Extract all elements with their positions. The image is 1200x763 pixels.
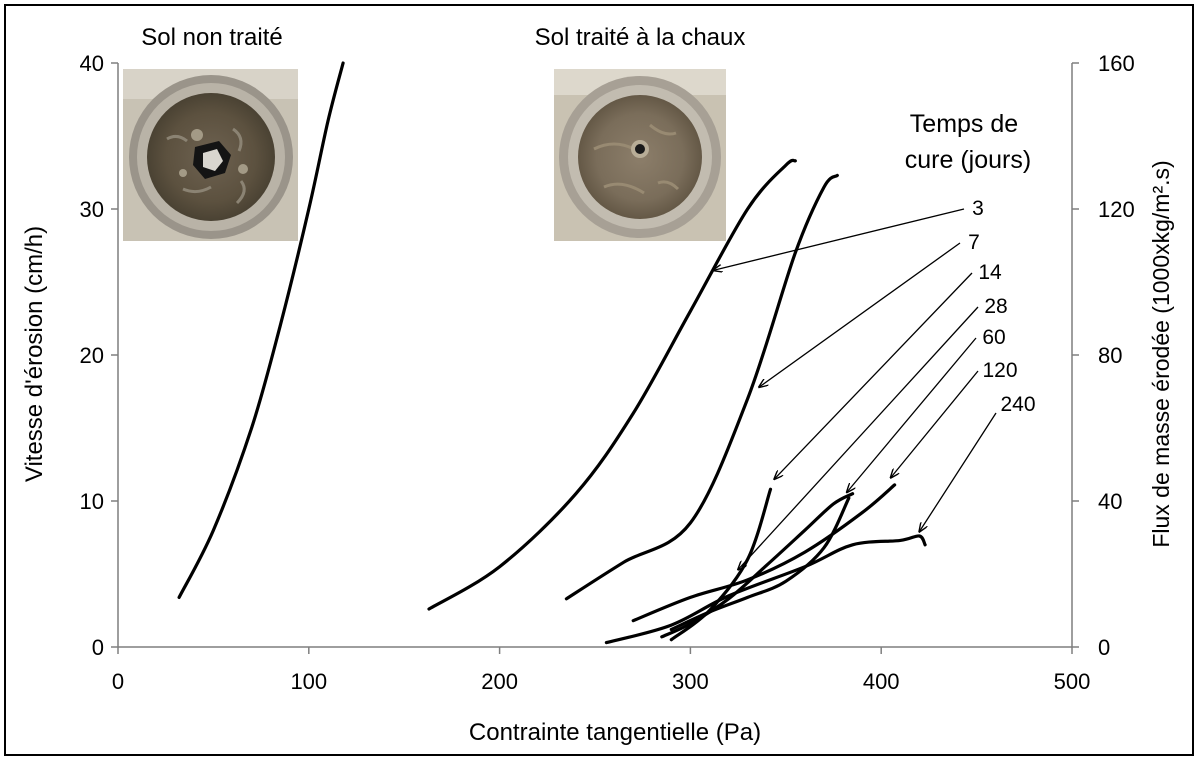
y-tick-label: 10: [80, 489, 104, 514]
series-line-240-days: [604, 534, 927, 645]
annotation-arrow-3: [713, 208, 965, 270]
annotation-layer: 3 7 14 28 60 120 240: [713, 197, 1036, 570]
annotation-label-14: 14: [978, 261, 1002, 284]
y-tick-label-right: 160: [1098, 51, 1135, 76]
series-line-60-days: [669, 496, 851, 632]
series-line-120-days: [631, 483, 897, 623]
lime-treated-soil-sample-photo: [554, 69, 726, 241]
y-tick-label-right: 40: [1098, 489, 1122, 514]
annotation-arrow-14: [774, 272, 973, 479]
series-line-7-days: [564, 173, 839, 601]
annotation-arrow-7: [759, 242, 961, 387]
legend-title: Temps de cure (jours): [905, 110, 1031, 174]
annotation-label-240: 240: [1000, 393, 1035, 416]
y-ticks-left: 0 10 20 30 40: [80, 51, 118, 660]
annotation-label-28: 28: [984, 295, 1007, 318]
annotation-label-7: 7: [968, 231, 980, 254]
annotation-arrow-60: [847, 337, 977, 492]
x-tick-label: 500: [1054, 669, 1091, 694]
annotation-arrow-240: [919, 412, 997, 532]
legend-title-line-2: cure (jours): [905, 146, 1031, 174]
x-axis-label: Contrainte tangentielle (Pa): [469, 719, 761, 746]
x-tick-label: 400: [863, 669, 900, 694]
y-tick-label: 0: [92, 635, 104, 660]
series-layer: [177, 61, 927, 645]
annotation-arrow-28: [738, 306, 979, 570]
erosion-chart: Sol non traité Sol traité à la chaux 0 10…: [21, 24, 1174, 746]
y-axis-label-right: Flux de masse érodée (1000xkg/m².s): [1148, 160, 1174, 547]
y-tick-label-right: 0: [1098, 635, 1110, 660]
y-tick-label-right: 80: [1098, 343, 1122, 368]
y-tick-label: 40: [80, 51, 104, 76]
annotation-label-120: 120: [982, 359, 1017, 382]
legend-title-line-1: Temps de: [910, 110, 1018, 138]
series-line-3-days: [427, 158, 797, 611]
y-axis-label-left: Vitesse d'érosion (cm/h): [21, 226, 48, 482]
y-tick-label: 30: [80, 197, 104, 222]
x-tick-label: 200: [481, 669, 518, 694]
series-line-28-days: [660, 492, 855, 639]
y-ticks-right: 0 40 80 120 160: [1072, 51, 1135, 660]
annotation-label-60: 60: [982, 326, 1005, 349]
x-tick-label: 0: [112, 669, 124, 694]
chart-title-untreated: Sol non traité: [141, 24, 282, 51]
x-tick-label: 300: [672, 669, 709, 694]
untreated-soil-sample-photo: [123, 69, 298, 241]
y-tick-label: 20: [80, 343, 104, 368]
annotation-label-3: 3: [972, 197, 984, 220]
x-tick-label: 100: [290, 669, 327, 694]
y-tick-label-right: 120: [1098, 197, 1135, 222]
chart-title-treated: Sol traité à la chaux: [535, 24, 746, 51]
series-line-untreated: [177, 61, 345, 599]
annotation-arrow-120: [891, 370, 979, 478]
x-ticks: 0 100 200 300 400 500: [112, 647, 1090, 694]
chart-frame: Sol non traité Sol traité à la chaux 0 10…: [4, 4, 1194, 756]
